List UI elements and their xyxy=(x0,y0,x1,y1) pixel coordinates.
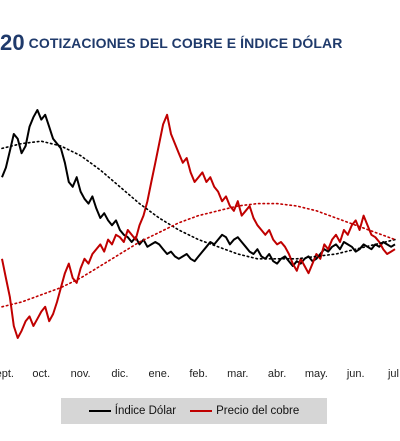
trend-line-copper xyxy=(1,202,396,308)
x-tick-label: sept. xyxy=(0,368,14,380)
x-tick-label: oct. xyxy=(32,368,50,380)
x-tick-label: nov. xyxy=(71,368,91,380)
legend-item-dollar: Índice Dólar xyxy=(88,405,177,417)
legend-swatch-copper xyxy=(190,410,213,412)
series-line-copper xyxy=(1,113,396,339)
legend-label-dollar: Índice Dólar xyxy=(114,405,177,417)
x-tick-label: abr. xyxy=(268,368,286,380)
series-line-dollar xyxy=(1,109,396,267)
chart-title: 20 COTIZACIONES DEL COBRE E ÍNDICE DÓLAR xyxy=(0,30,400,58)
x-tick-label: may. xyxy=(305,368,328,380)
chart-number: 20 xyxy=(0,30,25,55)
x-tick-label: dic. xyxy=(111,368,128,380)
x-tick-label: mar. xyxy=(227,368,248,380)
trend-line-dollar xyxy=(1,140,396,260)
x-tick-label: feb. xyxy=(189,368,207,380)
line-chart: sept. oct. nov. dic. ene. feb. mar. abr. may. jun… xyxy=(0,109,400,380)
x-tick-label: jul. xyxy=(387,368,400,380)
x-tick-label: ene. xyxy=(148,368,169,380)
legend-swatch-dollar xyxy=(88,410,111,412)
series-lines xyxy=(1,109,396,339)
legend-label-copper: Precio del cobre xyxy=(216,405,300,417)
legend-item-copper: Precio del cobre xyxy=(190,405,299,417)
x-tick-label: jun. xyxy=(346,368,365,380)
x-axis-labels: sept. oct. nov. dic. ene. feb. mar. abr. may. jun… xyxy=(0,368,400,380)
chart-title-text: COTIZACIONES DEL COBRE E ÍNDICE DÓLAR xyxy=(28,35,343,51)
legend: Índice Dólar Precio del cobre xyxy=(61,398,327,424)
